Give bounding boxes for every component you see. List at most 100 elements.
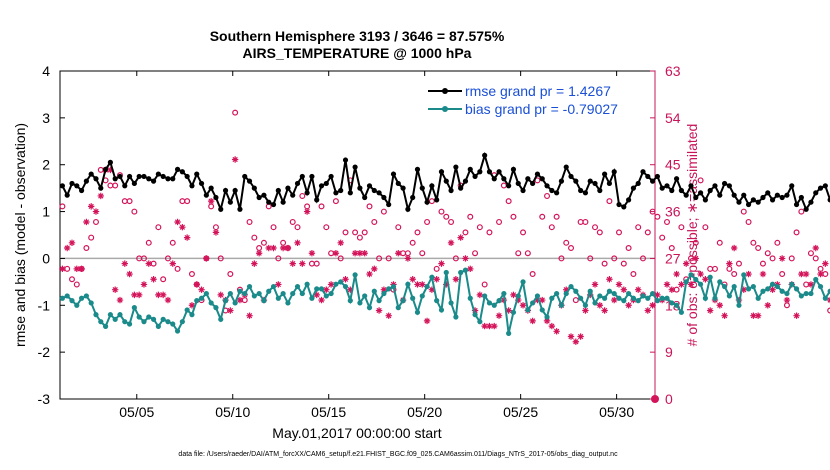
rmse-point — [290, 192, 296, 198]
assimilated-obs-point — [443, 281, 450, 288]
bias-point — [357, 300, 363, 306]
possible-obs-point — [270, 224, 277, 231]
bias-point — [530, 300, 536, 306]
assimilated-obs-point — [649, 302, 656, 309]
possible-obs-point — [356, 234, 363, 241]
assimilated-obs-point — [299, 260, 306, 267]
rmse-point — [280, 199, 286, 205]
rmse-point — [477, 169, 483, 175]
bias-point — [645, 295, 651, 301]
possible-obs-point — [812, 255, 819, 262]
rmse-point — [232, 187, 238, 194]
bias-point — [669, 300, 675, 306]
assimilated-obs-point — [59, 265, 66, 273]
bias-point — [544, 314, 550, 320]
assimilated-obs-point — [193, 281, 200, 288]
bias-point — [606, 288, 613, 294]
possible-obs-point — [476, 224, 483, 231]
bias-point — [582, 302, 589, 308]
rmse-point — [304, 190, 310, 196]
possible-obs-point — [630, 271, 637, 278]
bias-point — [673, 302, 680, 308]
possible-obs-point — [145, 239, 152, 246]
possible-obs-point — [419, 250, 426, 257]
assimilated-obs-point — [481, 322, 488, 330]
possible-obs-point — [798, 208, 805, 215]
bias-point — [314, 286, 320, 292]
bias-point — [678, 309, 684, 315]
bias-point — [602, 295, 608, 301]
assimilated-obs-point — [644, 307, 652, 314]
bias-point — [650, 290, 656, 297]
bias-point — [434, 298, 440, 304]
rmse-point — [650, 178, 656, 184]
rmse-point — [554, 190, 560, 196]
assimilated-obs-point — [308, 250, 316, 257]
rmse-point — [525, 176, 531, 182]
bias-point — [122, 319, 128, 325]
assimilated-obs-point — [188, 302, 196, 309]
possible-obs-point — [702, 224, 709, 231]
bias-point — [381, 290, 387, 297]
assimilated-obs-point — [778, 255, 786, 262]
rmse-point — [822, 183, 828, 189]
rmse-point — [702, 197, 708, 203]
rmse-point — [395, 180, 401, 187]
y-tick-label-left: 4 — [42, 63, 50, 79]
possible-obs-point — [472, 250, 479, 257]
bias-point — [587, 288, 593, 294]
bias-point — [664, 295, 670, 301]
chart-title-line1: Southern Hemisphere 3193 / 3646 = 87.575… — [210, 28, 505, 44]
assimilated-obs-point — [212, 229, 220, 236]
rmse-point — [808, 199, 814, 205]
assimilated-obs-point — [251, 260, 258, 267]
bias-point — [270, 283, 277, 290]
possible-obs-point — [759, 260, 766, 267]
bias-point — [347, 298, 353, 304]
assimilated-obs-point — [92, 208, 100, 215]
bias-point — [194, 298, 200, 304]
rmse-point — [222, 187, 229, 194]
rmse-point — [779, 194, 785, 201]
rmse-point — [582, 190, 589, 196]
assimilated-obs-point — [265, 244, 272, 252]
assimilated-obs-point — [577, 333, 584, 340]
bias-point — [112, 316, 118, 322]
bias-point — [237, 288, 243, 294]
assimilated-obs-point — [759, 270, 767, 278]
possible-obs-point — [783, 302, 790, 309]
assimilated-obs-point — [135, 291, 143, 299]
rmse-point — [750, 197, 756, 203]
rmse-point — [323, 180, 329, 187]
possible-obs-point — [496, 218, 503, 225]
assimilated-obs-point — [236, 296, 244, 304]
assimilated-obs-point — [375, 307, 383, 314]
assimilated-obs-point — [635, 286, 642, 293]
rmse-point — [414, 166, 421, 172]
bias-point — [760, 288, 766, 294]
bias-point — [160, 316, 166, 322]
legend-box — [423, 79, 650, 120]
possible-obs-point — [515, 250, 522, 257]
possible-obs-point — [188, 271, 195, 278]
possible-obs-point — [788, 255, 795, 262]
assimilated-obs-point — [625, 302, 632, 309]
assimilated-obs-point — [510, 291, 517, 299]
bias-point — [338, 279, 344, 285]
rmse-point — [635, 180, 641, 187]
plot-frame — [59, 70, 656, 400]
possible-obs-point — [443, 213, 450, 220]
assimilated-obs-point — [515, 296, 522, 304]
possible-obs-point — [323, 224, 330, 231]
assimilated-obs-point — [342, 276, 349, 283]
possible-obs-point — [352, 229, 359, 236]
rmse-point — [726, 183, 732, 189]
assimilated-obs-point — [145, 260, 152, 267]
bias-point — [496, 298, 502, 304]
assimilated-obs-point — [754, 312, 762, 319]
assimilated-obs-point — [337, 239, 344, 247]
y-axis-label-left: rmse and bias (model - observation) — [12, 123, 28, 347]
rmse-point — [318, 183, 325, 189]
assimilated-obs-point — [313, 291, 320, 299]
possible-obs-point — [520, 229, 527, 236]
